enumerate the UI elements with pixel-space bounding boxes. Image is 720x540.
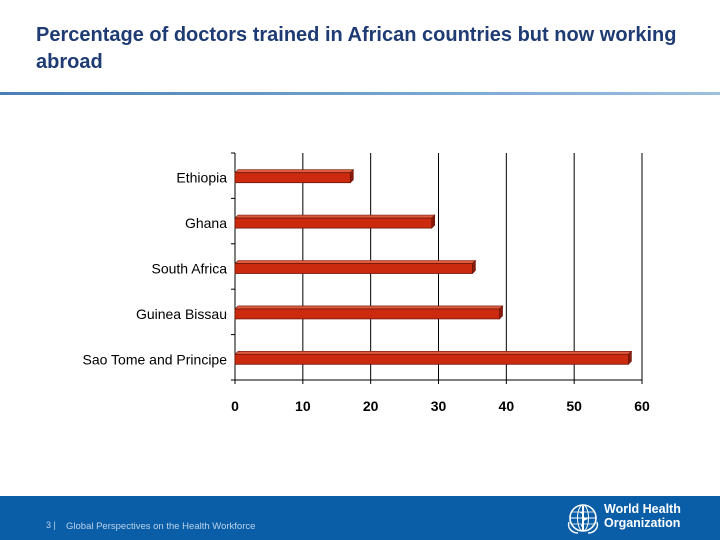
bar-top-face xyxy=(234,351,633,355)
bar-top-face xyxy=(234,305,504,310)
bar xyxy=(234,308,500,320)
org-name-line1: World Health xyxy=(604,502,681,516)
bar xyxy=(234,353,629,365)
bar xyxy=(234,217,433,229)
title-divider xyxy=(0,92,720,95)
org-name: World Health Organization xyxy=(604,502,681,530)
category-label: Sao Tome and Principe xyxy=(83,351,228,367)
x-tick-label: 20 xyxy=(363,398,379,414)
x-tick-label: 50 xyxy=(566,398,582,414)
bar-top-face xyxy=(234,260,477,264)
org-name-line2: Organization xyxy=(604,516,681,530)
slide-title: Percentage of doctors trained in African… xyxy=(36,24,677,73)
who-emblem-icon xyxy=(567,504,599,534)
x-tick-label: 30 xyxy=(431,398,447,414)
x-tick-label: 60 xyxy=(634,398,650,414)
bar xyxy=(234,263,473,274)
category-label: Guinea Bissau xyxy=(136,306,227,322)
bar-chart: 0 10 20 30 40 50 60 Ethiopia Ghana South Africa Gu… xyxy=(83,152,650,414)
bar xyxy=(234,172,351,184)
x-tick-label: 0 xyxy=(231,398,239,414)
category-label: Ghana xyxy=(185,215,227,231)
footer-text: Global Perspectives on the Health Workfo… xyxy=(66,521,256,532)
bar-top-face xyxy=(234,214,436,219)
footer-bar: 3 | Global Perspectives on the Health Wo… xyxy=(0,496,720,540)
x-tick-label: 10 xyxy=(295,398,311,414)
page-number: 3 | xyxy=(46,520,56,530)
x-tick-label: 40 xyxy=(499,398,515,414)
category-label: Ethiopia xyxy=(176,170,227,186)
bar-top-face xyxy=(234,169,355,174)
category-label: South Africa xyxy=(152,261,228,277)
